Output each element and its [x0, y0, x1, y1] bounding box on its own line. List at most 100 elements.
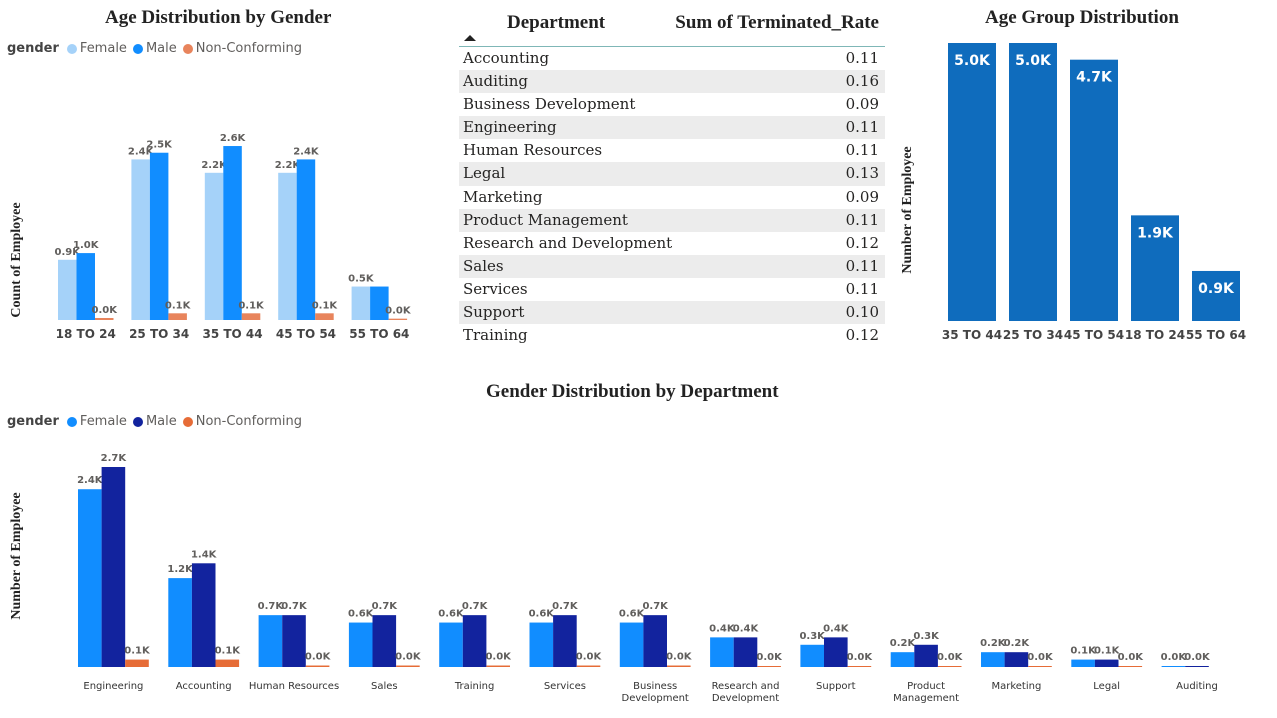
- table-row[interactable]: Research and Development 0.12: [459, 232, 885, 255]
- table-row[interactable]: Services 0.11: [459, 278, 885, 301]
- data-label: 5.0K: [1015, 53, 1052, 69]
- bar: [1070, 59, 1118, 322]
- data-label: 2.6K: [220, 133, 247, 144]
- x-tick-label: 35 TO 44: [942, 328, 1002, 342]
- legend-item-male[interactable]: Male: [132, 414, 177, 429]
- data-label: 2.4K: [77, 475, 104, 486]
- data-label: 2.5K: [146, 140, 173, 151]
- data-label: 0.0K: [395, 652, 422, 663]
- x-tick-label: 25 TO 34: [1003, 328, 1063, 342]
- table-row[interactable]: Auditing 0.16: [459, 70, 885, 94]
- table-row[interactable]: Human Resources 0.11: [459, 139, 885, 162]
- legend-item-non-conforming[interactable]: Non-Conforming: [182, 414, 303, 429]
- data-label: 0.7K: [462, 601, 489, 612]
- legend-item-female[interactable]: Female: [66, 414, 127, 429]
- data-label: 0.0K: [937, 652, 964, 663]
- bar: [388, 318, 408, 320]
- bar: [1004, 652, 1029, 667]
- age-gender-title: Age Distribution by Gender: [105, 7, 332, 28]
- bar: [78, 489, 102, 667]
- x-tick-label: 55 TO 64: [1186, 328, 1246, 342]
- bar: [824, 637, 848, 667]
- bar: [462, 615, 487, 667]
- legend-dot: [182, 43, 193, 54]
- table-row[interactable]: Sales 0.11: [459, 254, 885, 278]
- sort-ascending-icon[interactable]: [464, 35, 476, 41]
- bar: [529, 622, 554, 667]
- x-tick-label: Management: [893, 693, 959, 704]
- data-label: 0.2K: [980, 638, 1007, 649]
- bar: [1094, 659, 1119, 667]
- data-label: 0.1K: [1070, 646, 1097, 657]
- bar: [95, 317, 114, 320]
- data-label: 0.0K: [666, 652, 693, 663]
- bar: [800, 644, 824, 667]
- table-row[interactable]: Training 0.12: [459, 324, 885, 347]
- data-label: 0.6K: [529, 609, 556, 620]
- data-label: 5.0K: [954, 53, 991, 69]
- bar: [58, 259, 77, 320]
- x-tick-label: Marketing: [991, 681, 1041, 692]
- data-label: 0.0K: [847, 652, 874, 663]
- x-tick-label: Services: [544, 681, 586, 692]
- terminated-rate-cell: 0.12: [845, 233, 879, 252]
- data-label: 0.9K: [1198, 281, 1235, 297]
- data-label: 0.0K: [1184, 652, 1211, 663]
- terminated-rate-cell: 0.11: [845, 118, 879, 137]
- column-header-terminated-rate[interactable]: Sum of Terminated_Rate: [675, 12, 879, 33]
- bar: [348, 622, 373, 667]
- data-label: 0.1K: [1094, 646, 1121, 657]
- legend-label: Non-Conforming: [195, 414, 303, 429]
- data-label: 1.4K: [191, 549, 218, 560]
- table-row[interactable]: Support 0.10: [459, 301, 885, 325]
- bar: [914, 644, 938, 667]
- bar: [576, 665, 601, 667]
- bar: [619, 622, 644, 667]
- table-row[interactable]: Marketing 0.09: [459, 186, 885, 209]
- x-tick-label: 25 TO 34: [129, 327, 189, 341]
- data-label: 0.0K: [576, 652, 603, 663]
- column-header-department[interactable]: Department: [507, 12, 606, 33]
- bar: [258, 615, 283, 667]
- table-row[interactable]: Product Management 0.11: [459, 208, 885, 232]
- data-label: 0.7K: [281, 601, 308, 612]
- legend-item-non-conforming[interactable]: Non-Conforming: [182, 41, 302, 56]
- legend-dot: [182, 416, 193, 427]
- data-label: 0.1K: [124, 646, 151, 657]
- table-row[interactable]: Accounting 0.11: [459, 47, 885, 70]
- data-label: 0.1K: [215, 646, 242, 657]
- bar: [215, 659, 240, 667]
- legend-dot: [132, 416, 143, 427]
- data-label: 0.0K: [1027, 652, 1054, 663]
- bar: [396, 665, 420, 667]
- bar: [125, 659, 149, 667]
- bar: [305, 665, 330, 667]
- data-label: 0.1K: [238, 300, 265, 311]
- terminated-rate-cell: 0.12: [845, 326, 879, 345]
- table-row[interactable]: Engineering 0.11: [459, 116, 885, 140]
- bar: [937, 666, 962, 667]
- bar: [847, 666, 872, 667]
- x-tick-label: Business: [633, 681, 677, 692]
- terminated-rate-cell: 0.10: [845, 303, 879, 322]
- legend-title: gender: [7, 41, 59, 56]
- bar: [149, 152, 169, 320]
- legend-item-female[interactable]: Female: [66, 41, 127, 56]
- data-label: 0.0K: [385, 306, 412, 317]
- x-tick-label: Product: [907, 681, 945, 692]
- table-row[interactable]: Business Development 0.09: [459, 93, 885, 116]
- department-cell: Services: [463, 279, 528, 298]
- bar: [757, 666, 781, 667]
- data-label: 0.6K: [438, 609, 465, 620]
- bar: [1185, 666, 1209, 667]
- data-label: 0.6K: [348, 609, 375, 620]
- legend-item-male[interactable]: Male: [132, 41, 177, 56]
- data-label: 2.4K: [128, 146, 155, 157]
- bar: [1028, 666, 1052, 667]
- bar: [439, 622, 463, 667]
- data-label: 0.4K: [823, 623, 850, 634]
- x-tick-label: 45 TO 54: [276, 327, 336, 341]
- x-tick-label: Human Resources: [249, 681, 339, 692]
- data-label: 1.0K: [73, 240, 100, 251]
- table-row[interactable]: Legal 0.13: [459, 162, 885, 186]
